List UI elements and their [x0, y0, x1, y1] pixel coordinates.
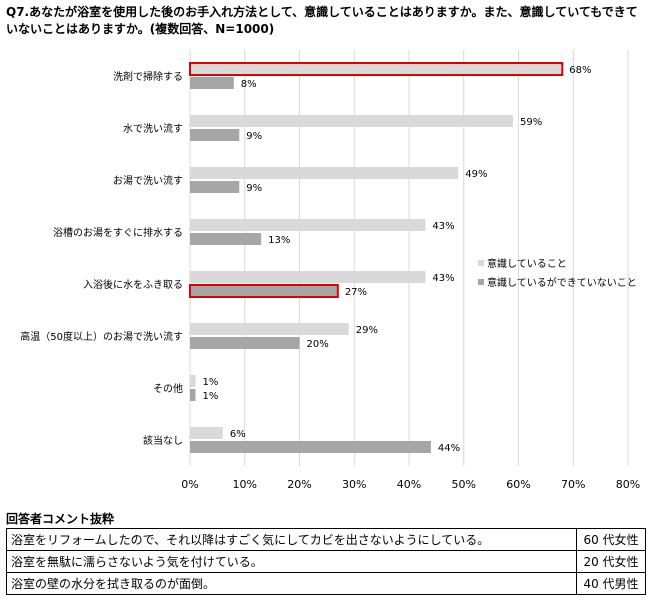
bar	[190, 167, 459, 179]
category-label: 水で洗い流す	[123, 122, 183, 135]
data-label: 1%	[202, 391, 218, 402]
x-tick-label: 0%	[181, 478, 198, 491]
data-label: 27%	[345, 287, 367, 298]
data-label: 20%	[307, 339, 329, 350]
category-label: お湯で洗い流す	[113, 174, 183, 187]
x-tick-label: 40%	[397, 478, 421, 491]
category-label: 該当なし	[143, 434, 183, 447]
legend-label: 意識していること	[487, 257, 567, 270]
table-row: 浴室を無駄に濡らさないよう気を付けている。 20 代女性	[6, 550, 646, 573]
bar	[190, 375, 196, 387]
question-title: Q7.あなたが浴室を使用した後のお手入れ方法として、意識していることはありますか…	[6, 5, 638, 36]
bar	[190, 181, 240, 193]
x-tick-label: 50%	[452, 478, 476, 491]
comment-text: 浴室を無駄に濡らさないよう気を付けている。	[6, 550, 577, 573]
category-label: 浴槽のお湯をすぐに排水する	[53, 226, 183, 239]
bar	[189, 62, 564, 76]
category-label: その他	[153, 382, 183, 395]
data-label: 13%	[268, 235, 290, 246]
x-tick-label: 30%	[342, 478, 366, 491]
data-label: 29%	[356, 325, 378, 336]
table-row: 浴室をリフォームしたので、それ以降はすごく気にしてカビを出さないようにしている。…	[6, 528, 646, 551]
x-tick-label: 10%	[233, 478, 257, 491]
data-label: 1%	[202, 377, 218, 388]
x-tick-label: 80%	[616, 478, 640, 491]
respondent-label: 60 代女性	[576, 528, 646, 551]
data-label: 68%	[569, 65, 591, 76]
data-label: 9%	[246, 131, 262, 142]
table-row: 浴室の壁の水分を拭き取るのが面倒。 40 代男性	[6, 572, 646, 595]
data-label: 44%	[438, 443, 460, 454]
x-tick-label: 20%	[287, 478, 311, 491]
respondent-label: 20 代女性	[576, 550, 646, 573]
comment-text: 浴室をリフォームしたので、それ以降はすごく気にしてカビを出さないようにしている。	[6, 528, 577, 551]
legend-swatch	[478, 260, 484, 266]
bar	[190, 427, 223, 439]
comment-text: 浴室の壁の水分を拭き取るのが面倒。	[6, 572, 577, 595]
bar	[189, 284, 339, 298]
bar-chart: 0% 10% 20% 30% 40% 50% 60% 70% 80% 洗剤で掃除する 68% 8% 水で…	[20, 50, 640, 491]
bar	[190, 219, 426, 231]
respondent-label: 40 代男性	[576, 572, 646, 595]
legend-swatch	[478, 279, 484, 285]
bar	[190, 337, 300, 349]
data-label: 49%	[465, 169, 487, 180]
data-label: 6%	[230, 429, 246, 440]
bar	[190, 115, 514, 127]
bar	[190, 77, 234, 89]
category-label: 高温（50度以上）のお湯で洗い流す	[20, 330, 183, 343]
category-label: 洗剤で掃除する	[113, 70, 183, 83]
data-label: 43%	[432, 273, 454, 284]
comments-table: 浴室をリフォームしたので、それ以降はすごく気にしてカビを出さないようにしている。…	[6, 528, 646, 595]
bar	[190, 271, 426, 283]
data-label: 43%	[432, 221, 454, 232]
x-tick-label: 60%	[506, 478, 530, 491]
data-label: 9%	[246, 183, 262, 194]
legend-label: 意識しているができていないこと	[487, 276, 637, 289]
bar	[190, 389, 196, 401]
bar	[190, 129, 240, 141]
comments-heading: 回答者コメント抜粋	[6, 512, 115, 526]
data-label: 59%	[520, 117, 542, 128]
bar	[190, 233, 262, 245]
x-tick-label: 70%	[561, 478, 585, 491]
data-label: 8%	[241, 79, 257, 90]
category-label: 入浴後に水をふき取る	[83, 278, 183, 291]
bar	[190, 441, 431, 453]
bar	[190, 323, 349, 335]
